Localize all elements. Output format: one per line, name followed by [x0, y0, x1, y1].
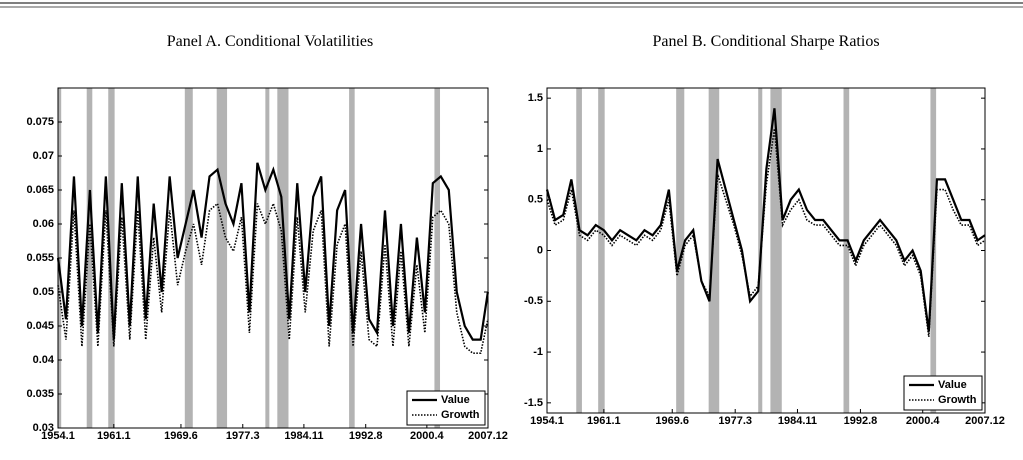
y-tick-label: 0.07 [33, 150, 54, 162]
y-tick-label: 0.03 [33, 422, 54, 434]
y-tick-label: 0.05 [33, 286, 54, 298]
legend-label: Value [441, 394, 470, 406]
recession-band [434, 88, 441, 428]
plot-frame [57, 87, 489, 429]
recession-band [86, 88, 93, 428]
legend-box [406, 390, 486, 426]
x-tick-label: 1961.1 [97, 430, 131, 442]
y-tick-label: -0.5 [524, 295, 543, 307]
series-line [546, 128, 986, 337]
x-tick-label: 2000.4 [906, 415, 941, 427]
y-tick-label: -1.5 [524, 397, 543, 409]
y-tick-label: 1.5 [528, 92, 543, 104]
recession-band [708, 88, 720, 413]
y-tick-label: 0.06 [33, 218, 54, 230]
x-tick-label: 1992.8 [349, 430, 383, 442]
x-tick-label: 2000.4 [410, 430, 445, 442]
x-tick-label: 2007.12 [965, 415, 1005, 427]
legend-label: Growth [938, 394, 977, 406]
x-tick-label: 1954.1 [41, 430, 75, 442]
recession-band [676, 88, 685, 413]
recession-band [216, 88, 228, 428]
recession-band [108, 88, 115, 428]
legend-label: Value [938, 379, 967, 391]
recession-band [770, 88, 782, 413]
series-line [545, 108, 986, 332]
y-tick-label: 0.035 [26, 388, 54, 400]
plot-frame [546, 87, 986, 414]
x-tick-label: 1954.1 [530, 415, 564, 427]
series-line [56, 162, 489, 341]
y-tick-label: 0.045 [26, 320, 54, 332]
panel-title: Panel B. Conditional Sharpe Ratios [652, 33, 879, 50]
y-tick-label: 0.04 [33, 354, 55, 366]
x-tick-label: 1969.6 [164, 430, 198, 442]
y-tick-label: 0.5 [528, 194, 543, 206]
x-tick-label: 2007.12 [468, 430, 508, 442]
x-tick-label: 1992.8 [844, 415, 878, 427]
x-tick-label: 1984.11 [778, 415, 817, 427]
x-tick-label: 1969.6 [655, 415, 689, 427]
legend-label: Growth [441, 409, 480, 421]
recession-band [265, 88, 270, 428]
y-tick-label: 0.055 [26, 252, 54, 264]
x-tick-label: 1984.11 [284, 430, 323, 442]
x-tick-label: 1977.3 [226, 430, 260, 442]
recession-band [598, 88, 605, 413]
recession-band [576, 88, 582, 413]
y-tick-label: -1 [533, 346, 543, 358]
x-tick-label: 1977.3 [718, 415, 752, 427]
panel-title: Panel A. Conditional Volatilities [167, 33, 374, 50]
y-tick-label: 0 [537, 244, 543, 256]
y-tick-label: 0.075 [26, 116, 54, 128]
recession-band [843, 88, 850, 413]
x-tick-label: 1961.1 [587, 415, 621, 427]
y-tick-label: 1 [537, 143, 543, 155]
recession-band [349, 88, 355, 428]
legend-box [903, 375, 983, 411]
y-tick-label: 0.065 [26, 184, 54, 196]
series-line [57, 201, 489, 354]
recession-band [184, 88, 193, 428]
